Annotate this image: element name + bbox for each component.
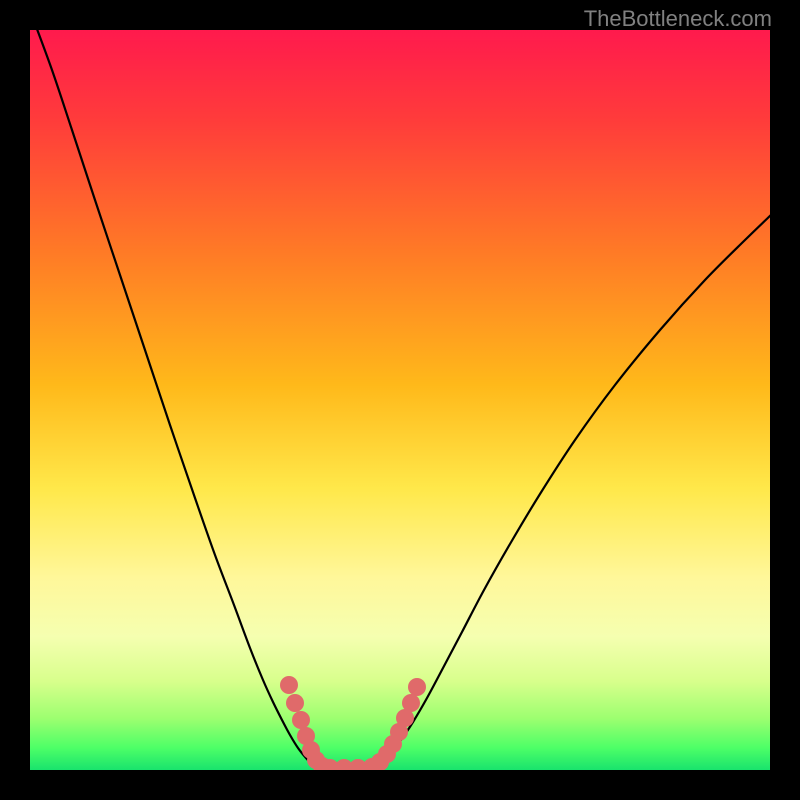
marker-dot (402, 694, 420, 712)
marker-dot (286, 694, 304, 712)
watermark-text: TheBottleneck.com (584, 6, 772, 32)
marker-dot (280, 676, 298, 694)
bottleneck-chart (0, 0, 800, 800)
gradient-plot-area (30, 30, 770, 770)
marker-dot (408, 678, 426, 696)
marker-dot (292, 711, 310, 729)
chart-stage: TheBottleneck.com (0, 0, 800, 800)
